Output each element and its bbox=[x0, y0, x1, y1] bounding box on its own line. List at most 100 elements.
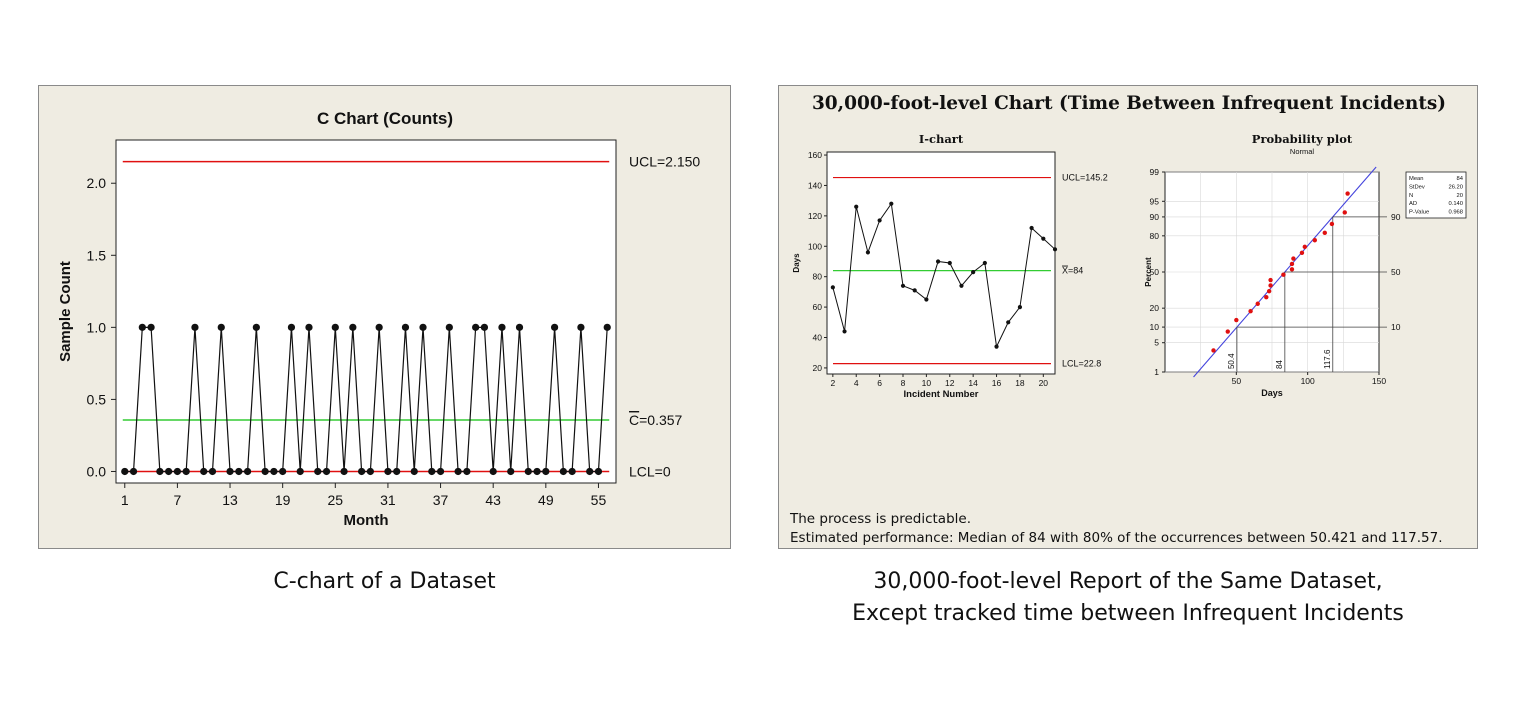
stats-key: AD bbox=[1409, 201, 1417, 207]
left-caption: C-chart of a Dataset bbox=[38, 566, 731, 598]
ref-line-days-label: 84 bbox=[1275, 360, 1284, 369]
data-point bbox=[366, 467, 374, 476]
data-point bbox=[586, 467, 594, 476]
data-point bbox=[358, 467, 366, 476]
data-point bbox=[594, 467, 603, 476]
data-point bbox=[524, 467, 532, 476]
prob-data-point bbox=[1345, 191, 1350, 196]
prob-y-tick-label: 1 bbox=[1154, 367, 1159, 377]
data-point bbox=[480, 323, 489, 331]
prob-data-point bbox=[1281, 272, 1286, 277]
data-point bbox=[410, 467, 418, 476]
prob-data-point bbox=[1299, 250, 1305, 256]
data-point bbox=[489, 467, 497, 476]
data-point bbox=[138, 323, 146, 331]
i-data-point bbox=[889, 201, 894, 206]
data-point bbox=[533, 467, 541, 476]
i-lcl-label: LCL=22.8 bbox=[1062, 359, 1101, 369]
prob-data-point bbox=[1329, 221, 1335, 227]
prob-data-point bbox=[1322, 230, 1327, 236]
x-tick-label: 13 bbox=[222, 492, 238, 508]
i-x-tick-label: 8 bbox=[901, 378, 906, 388]
center-line-label: C=0.357 bbox=[629, 412, 683, 428]
left-caption-text: C-chart of a Dataset bbox=[273, 569, 496, 594]
data-point bbox=[577, 323, 585, 331]
i-y-tick-label: 140 bbox=[808, 180, 822, 190]
data-point bbox=[331, 323, 339, 331]
data-point bbox=[559, 467, 567, 476]
i-data-point bbox=[947, 260, 952, 266]
i-data-point bbox=[842, 329, 847, 334]
data-point bbox=[226, 467, 234, 476]
prob-data-point bbox=[1289, 261, 1295, 267]
data-point bbox=[542, 467, 550, 476]
i-x-axis-label: Incident Number bbox=[904, 389, 979, 400]
prob-data-point bbox=[1225, 329, 1230, 334]
data-point bbox=[463, 467, 471, 476]
prob-data-point bbox=[1234, 317, 1239, 323]
data-point bbox=[314, 467, 322, 476]
i-x-tick-label: 14 bbox=[968, 378, 978, 388]
data-point bbox=[419, 323, 427, 331]
i-data-point bbox=[900, 283, 906, 288]
ref-line-days-label: 117.6 bbox=[1323, 349, 1332, 369]
prob-data-point bbox=[1268, 283, 1273, 288]
data-point bbox=[454, 467, 462, 476]
lcl-label: LCL=0 bbox=[629, 463, 671, 479]
c-chart-plot-area bbox=[115, 139, 617, 484]
prob-y-tick-label: 95 bbox=[1150, 196, 1160, 206]
i-data-point bbox=[1017, 304, 1023, 310]
prob-data-point bbox=[1302, 244, 1308, 250]
stats-value: 20 bbox=[1457, 193, 1463, 199]
prob-data-point bbox=[1255, 301, 1260, 306]
data-point bbox=[296, 467, 304, 476]
i-chart-plot-area bbox=[826, 151, 1056, 375]
i-x-tick-label: 12 bbox=[945, 378, 955, 388]
data-point bbox=[217, 323, 225, 331]
data-point bbox=[393, 467, 401, 476]
i-x-tick-label: 20 bbox=[1039, 378, 1049, 388]
i-data-point bbox=[924, 297, 929, 302]
prob-data-point bbox=[1312, 238, 1317, 243]
predictability-note: The process is predictable. bbox=[790, 511, 971, 527]
i-y-tick-label: 40 bbox=[813, 333, 823, 343]
i-x-tick-label: 4 bbox=[854, 378, 859, 388]
c-chart-panel: C Chart (Counts) 0.0 0.5 1.0 1.5 2.0 1 7 13 19 25 3… bbox=[38, 85, 731, 549]
prob-x-tick-label: 150 bbox=[1372, 376, 1386, 386]
data-point bbox=[173, 467, 182, 476]
i-y-tick-label: 20 bbox=[813, 363, 823, 373]
i-chart-title: I-chart bbox=[919, 132, 964, 146]
report-panel: 30,000-foot-level Chart (Time Between In… bbox=[778, 85, 1478, 549]
prob-y-tick-label: 10 bbox=[1150, 322, 1160, 332]
x-tick-label: 31 bbox=[380, 492, 396, 508]
i-ucl-label: UCL=145.2 bbox=[1062, 173, 1108, 183]
i-center-line-label: X=84 bbox=[1062, 266, 1083, 276]
performance-note: Estimated performance: Median of 84 with… bbox=[790, 530, 1443, 546]
data-point bbox=[375, 323, 383, 331]
y-tick-label: 1.5 bbox=[87, 247, 107, 263]
prob-y-tick-label: 80 bbox=[1150, 231, 1160, 241]
data-point bbox=[200, 467, 208, 476]
right-caption-line2: Except tracked time between Infrequent I… bbox=[852, 601, 1404, 626]
prob-x-axis-label: Days bbox=[1261, 388, 1283, 398]
i-x-tick-label: 2 bbox=[830, 378, 835, 388]
x-tick-label: 25 bbox=[328, 492, 344, 508]
data-point bbox=[270, 467, 278, 476]
i-y-tick-label: 80 bbox=[813, 272, 823, 282]
i-x-tick-label: 10 bbox=[922, 378, 932, 388]
data-point bbox=[208, 467, 217, 476]
data-point bbox=[305, 323, 313, 331]
prob-x-tick-label: 50 bbox=[1232, 376, 1242, 386]
i-data-point bbox=[1006, 320, 1011, 325]
right-caption-line1: 30,000-foot-level Report of the Same Dat… bbox=[873, 569, 1383, 594]
x-axis-label: Month bbox=[344, 512, 389, 529]
i-y-tick-label: 60 bbox=[813, 302, 823, 312]
stats-box bbox=[1405, 171, 1467, 219]
prob-y-tick-label: 99 bbox=[1150, 167, 1160, 177]
data-point bbox=[243, 467, 252, 476]
data-point bbox=[507, 467, 515, 476]
data-point bbox=[568, 467, 576, 476]
data-point bbox=[182, 467, 190, 476]
prob-y-tick-label: 50 bbox=[1150, 267, 1160, 277]
data-point bbox=[235, 467, 243, 476]
